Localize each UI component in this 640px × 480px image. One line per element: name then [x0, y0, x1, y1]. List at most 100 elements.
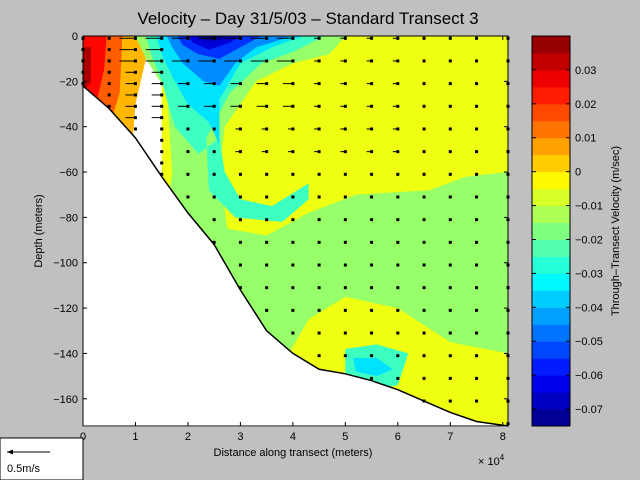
station-point — [107, 48, 111, 52]
colorbar-band — [532, 222, 570, 240]
station-point — [343, 354, 347, 358]
station-point — [343, 308, 347, 312]
station-point — [422, 331, 426, 335]
station-point — [396, 172, 400, 176]
station-point — [265, 195, 269, 199]
x-tick-label: 0 — [80, 431, 86, 443]
colorbar-bands — [532, 36, 570, 427]
station-point — [475, 172, 479, 176]
station-point — [370, 376, 374, 380]
station-point — [317, 263, 321, 267]
colorbar-band — [532, 52, 570, 71]
station-point — [370, 218, 374, 222]
colorbar-tick-label: 0.02 — [575, 99, 596, 111]
station-point — [238, 240, 242, 244]
station-point — [422, 172, 426, 176]
seabed-mask — [83, 85, 508, 427]
station-point — [475, 82, 479, 86]
station-point — [448, 127, 452, 131]
station-point — [448, 150, 452, 154]
station-point — [422, 195, 426, 199]
colorbar-band — [532, 171, 570, 190]
station-point — [212, 127, 216, 131]
station-point — [370, 286, 374, 290]
station-point — [422, 59, 426, 63]
plot-area: 0 1 2 3 4 5 6 7 8 0 −20 −40 −60 −80 −100 −120 −140 −160 — [53, 31, 510, 443]
station-point — [343, 195, 347, 199]
x-tick-label: 4 — [290, 431, 296, 443]
station-point — [107, 36, 111, 40]
y-tick-label: −80 — [59, 212, 78, 224]
x-tick-label: 2 — [185, 431, 191, 443]
colorbar-band — [532, 358, 570, 376]
colorbar-band — [532, 36, 570, 54]
station-point — [422, 399, 426, 403]
x-axis-multiplier: × 104 — [478, 453, 505, 468]
station-point — [317, 286, 321, 290]
station-point — [238, 218, 242, 222]
colorbar-band — [532, 341, 570, 359]
station-point — [422, 263, 426, 267]
station-point — [160, 138, 164, 142]
station-point — [186, 150, 190, 154]
station-point — [448, 263, 452, 267]
station-point — [448, 308, 452, 312]
colorbar-frame — [531, 35, 571, 427]
scale-legend: 0.5m/s — [0, 437, 84, 480]
station-point — [265, 218, 269, 222]
station-point — [475, 150, 479, 154]
station-point — [448, 218, 452, 222]
colorbar-band — [532, 69, 570, 88]
station-point — [370, 331, 374, 335]
y-axis-label: Depth (meters) — [33, 194, 45, 267]
station-point — [291, 263, 295, 267]
scale-legend-label: 0.5m/s — [7, 463, 41, 475]
station-point — [343, 286, 347, 290]
station-point — [107, 59, 111, 63]
station-point — [370, 263, 374, 267]
station-point — [448, 59, 452, 63]
colorbar-label: Through–Transect Velocity (m/sec) — [610, 146, 622, 316]
station-point — [343, 263, 347, 267]
station-point — [396, 195, 400, 199]
colorbar-band — [532, 137, 570, 156]
station-point — [343, 172, 347, 176]
station-point — [396, 354, 400, 358]
colorbar-tick-label: −0.03 — [575, 268, 603, 280]
station-point — [107, 70, 111, 74]
station-point — [186, 195, 190, 199]
station-point — [212, 218, 216, 222]
colorbar-tick-label: −0.01 — [575, 201, 603, 213]
scale-legend-box — [0, 437, 84, 480]
station-point — [396, 263, 400, 267]
colorbar-band — [532, 188, 570, 207]
chart-title: Velocity – Day 31/5/03 – Standard Transe… — [137, 9, 478, 28]
colorbar-band — [532, 409, 570, 427]
station-point — [475, 376, 479, 380]
station-point — [291, 331, 295, 335]
station-point — [475, 59, 479, 63]
station-point — [133, 127, 137, 131]
station-point — [291, 308, 295, 312]
station-point — [343, 240, 347, 244]
colorbar-tick-label: 0.03 — [575, 65, 596, 77]
station-point — [396, 331, 400, 335]
station-point — [448, 104, 452, 108]
colorbar-tick-label: −0.06 — [575, 370, 603, 382]
station-point — [160, 150, 164, 154]
x-tick-label: 5 — [342, 431, 348, 443]
y-tick-label: −160 — [53, 394, 78, 406]
station-point — [370, 354, 374, 358]
station-point — [317, 331, 321, 335]
colorbar-band — [532, 86, 570, 105]
y-tick-label: 0 — [72, 31, 78, 43]
station-point — [475, 331, 479, 335]
station-point — [448, 354, 452, 358]
station-point — [107, 82, 111, 86]
station-point — [396, 376, 400, 380]
y-axis: 0 −20 −40 −60 −80 −100 −120 −140 −160 — [53, 31, 508, 406]
station-point — [160, 161, 164, 165]
colorbar-ticks: 0.03 0.02 0.01 0 −0.01 −0.02 −0.03 −0.04 −0.05 −0… — [532, 65, 603, 416]
station-point — [396, 240, 400, 244]
station-point — [265, 172, 269, 176]
